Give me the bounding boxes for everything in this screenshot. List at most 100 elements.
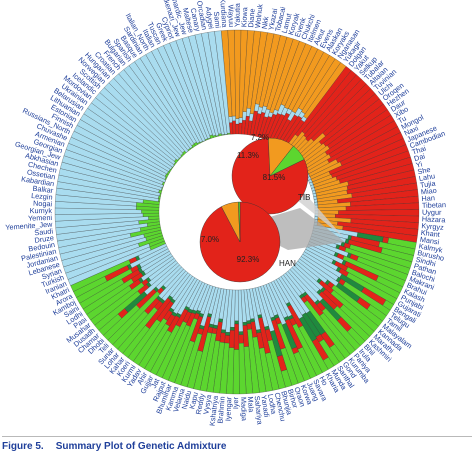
population-label: Khant: [420, 228, 440, 239]
pie-slice-south_asian: [238, 201, 241, 243]
population-label: Kshatriya: [208, 394, 220, 426]
admixture-bar: [243, 289, 260, 394]
population-label: Tibetan: [422, 200, 446, 210]
admixture-bar: [293, 263, 375, 337]
bar-segment-south_asian: [141, 209, 160, 214]
bar-segment-european: [231, 115, 236, 121]
bar-segment-east_asian: [233, 323, 240, 350]
admixture-bar: [86, 255, 175, 321]
population-labels: KurdianaWayuuYakutiaKiowaDianeWolnukNkkY…: [5, 0, 447, 426]
admixture-bar: [219, 289, 233, 394]
bar-segment-european: [313, 198, 318, 203]
admixture-bar: [226, 289, 236, 395]
admixture-bar: [73, 245, 169, 298]
admixture-bar: [103, 264, 182, 341]
admixture-bar: [214, 30, 231, 135]
figure-number: Figure 5.: [2, 441, 44, 452]
bar-segment-european: [314, 201, 318, 206]
pie-value-label: 7.0%: [201, 235, 219, 244]
population-label: Hazara: [422, 214, 447, 224]
bar-segment-dark_green: [238, 331, 244, 335]
pie-value-label: 7.2%: [251, 133, 269, 142]
admixture-bar: [82, 253, 173, 315]
population-label: Wayuu: [226, 4, 236, 27]
admixture-bar: [155, 281, 206, 379]
bar-segment-european: [235, 118, 240, 125]
population-label: Reddy: [194, 392, 207, 415]
bar-segment-dark_green: [225, 331, 231, 336]
population-label: Adygei: [204, 6, 216, 30]
bar-segment-dark_green: [229, 327, 235, 331]
population-label: Mala: [246, 396, 256, 413]
population-label: Kalmyk: [418, 241, 444, 254]
admixture-bar: [268, 281, 317, 379]
bar-segment-east_asian: [238, 334, 244, 344]
population-label: Yi: [415, 159, 424, 169]
admixture-bar: [249, 32, 275, 136]
radial-admixture-chart: KurdianaWayuuYakutiaKiowaDianeWolnukNkkY…: [5, 0, 447, 426]
population-label: She: [417, 165, 432, 177]
admixture-bar: [227, 29, 237, 135]
admixture-bar: [79, 250, 172, 310]
population-label: Ykazai: [266, 7, 279, 31]
admixture-bar: [297, 258, 383, 327]
admixture-bar: [273, 279, 329, 373]
admixture-bar: [112, 268, 186, 350]
population-label: Kurdiana: [218, 0, 229, 29]
population-label: Balkar: [32, 184, 54, 195]
figure-title: Summary Plot of Genetic Admixture: [55, 441, 227, 452]
admixture-bar: [94, 260, 178, 331]
pie-value-label: 92.3%: [237, 255, 260, 264]
admixture-bar: [302, 251, 394, 311]
pie-han: 92.3% 7.0% HAN: [199, 201, 296, 283]
bar-segment-dark_green: [234, 320, 239, 325]
admixture-bar: [254, 287, 286, 390]
population-label: Sami: [212, 11, 223, 29]
admixture-bar: [161, 282, 208, 381]
admixture-bar: [76, 248, 170, 304]
population-label: Vysya: [201, 393, 213, 415]
population-label: Nkk: [260, 16, 271, 30]
admixture-bar: [107, 266, 184, 345]
population-label: Miao: [420, 186, 437, 197]
population-label: Iyer: [231, 396, 240, 409]
bar-segment-european: [238, 117, 243, 124]
bar-segment-east_asian: [246, 323, 252, 330]
admixture-bar: [55, 187, 160, 205]
admixture-bar: [122, 272, 191, 358]
admixture-bar: [274, 51, 330, 146]
admixture-bar: [63, 235, 164, 274]
bar-segment-european: [314, 216, 319, 220]
admixture-bar: [299, 256, 387, 322]
population-label: Kapu: [187, 391, 200, 410]
population-label: Diane: [246, 8, 256, 28]
admixture-bar: [260, 285, 299, 386]
admixture-bar: [127, 274, 193, 362]
population-label: Yemenite_Jew: [5, 220, 53, 232]
population-label: Jat: [149, 377, 161, 390]
bar-segment-east_asian: [224, 335, 230, 344]
admixture-bar: [180, 286, 216, 388]
admixture-bar: [90, 258, 177, 326]
admixture-bar: [232, 289, 240, 395]
pie-value-label: 11.3%: [237, 151, 259, 160]
population-label: Tu: [396, 114, 408, 126]
admixture-bar: [252, 287, 280, 391]
admixture-bar: [306, 243, 404, 294]
admixture-bars: [54, 29, 420, 395]
admixture-bar: [263, 284, 305, 384]
admixture-bar: [283, 272, 351, 359]
bar-segment-south_asian: [232, 349, 240, 395]
population-label: Yakutia: [233, 2, 242, 27]
population-label: Tujia: [419, 178, 437, 189]
population-label: Thai: [411, 144, 428, 157]
admixture-bar: [199, 288, 225, 392]
bar-segment-east_asian: [232, 120, 237, 135]
population-label: Kumyk: [30, 206, 53, 215]
admixture-bar: [280, 274, 346, 363]
population-label: Yemeni: [28, 213, 53, 223]
admixture-bar: [305, 246, 401, 299]
admixture-bar: [257, 286, 293, 388]
admixture-bar: [312, 163, 415, 195]
